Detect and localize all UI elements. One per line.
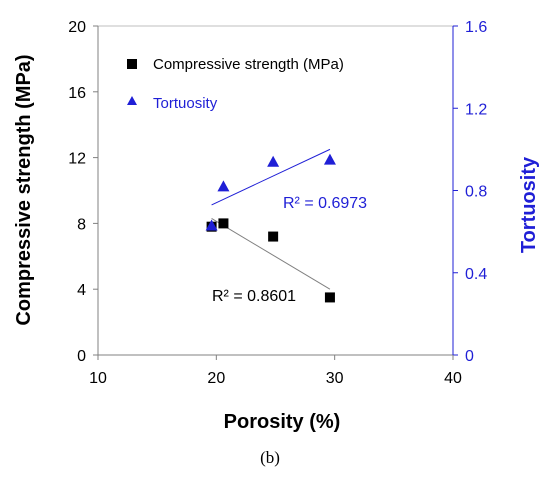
data-point-compressive-strength bbox=[218, 218, 229, 229]
trendlines bbox=[211, 148, 331, 290]
right-tick-label: 0.8 bbox=[465, 184, 487, 201]
legend: Compressive strength (MPa) Tortuosity bbox=[127, 56, 344, 112]
trendline-tortuosity bbox=[211, 148, 331, 206]
r2-label-compressive-strength: R² = 0.8601 bbox=[212, 288, 296, 305]
left-tick-label: 8 bbox=[77, 216, 86, 233]
trendline-compressive-strength bbox=[211, 218, 331, 290]
right-tick-label: 1.6 bbox=[465, 19, 487, 36]
legend-label-compressive-strength: Compressive strength (MPa) bbox=[153, 56, 344, 73]
left-tick-label: 16 bbox=[68, 85, 86, 102]
legend-label-tortuosity: Tortuosity bbox=[153, 95, 218, 112]
left-axis-ticks: 0 4 8 12 16 20 bbox=[68, 19, 98, 365]
bottom-tick-label: 40 bbox=[444, 370, 462, 387]
bottom-tick-label: 10 bbox=[89, 370, 107, 387]
legend-marker-tortuosity bbox=[127, 96, 137, 105]
right-axis-ticks: 0 0.4 0.8 1.2 1.6 bbox=[453, 19, 487, 365]
y-axis-left-title: Compressive strength (MPa) bbox=[13, 54, 35, 325]
bottom-tick-label: 20 bbox=[207, 370, 225, 387]
left-tick-label: 4 bbox=[77, 282, 86, 299]
right-tick-label: 0.4 bbox=[465, 266, 487, 283]
bottom-axis-ticks: 10 20 30 40 bbox=[89, 355, 462, 387]
legend-marker-compressive-strength bbox=[127, 59, 137, 69]
data-point-tortuosity bbox=[217, 180, 230, 192]
data-point-compressive-strength bbox=[268, 231, 279, 242]
right-tick-label: 0 bbox=[465, 348, 474, 365]
r2-label-tortuosity: R² = 0.6973 bbox=[283, 195, 367, 212]
figure-caption: (b) bbox=[260, 448, 280, 467]
data-markers bbox=[205, 153, 336, 303]
left-tick-label: 0 bbox=[77, 348, 86, 365]
x-axis-title: Porosity (%) bbox=[224, 411, 341, 433]
data-point-tortuosity bbox=[205, 219, 218, 231]
plot-area bbox=[97, 25, 454, 356]
data-point-compressive-strength bbox=[324, 292, 335, 303]
left-tick-label: 12 bbox=[68, 151, 86, 168]
bottom-tick-label: 30 bbox=[326, 370, 344, 387]
y-axis-right-title: Tortuosity bbox=[518, 156, 540, 253]
left-tick-label: 20 bbox=[68, 19, 86, 36]
right-tick-label: 1.2 bbox=[465, 101, 487, 118]
data-point-tortuosity bbox=[323, 153, 336, 165]
data-point-tortuosity bbox=[267, 155, 280, 167]
